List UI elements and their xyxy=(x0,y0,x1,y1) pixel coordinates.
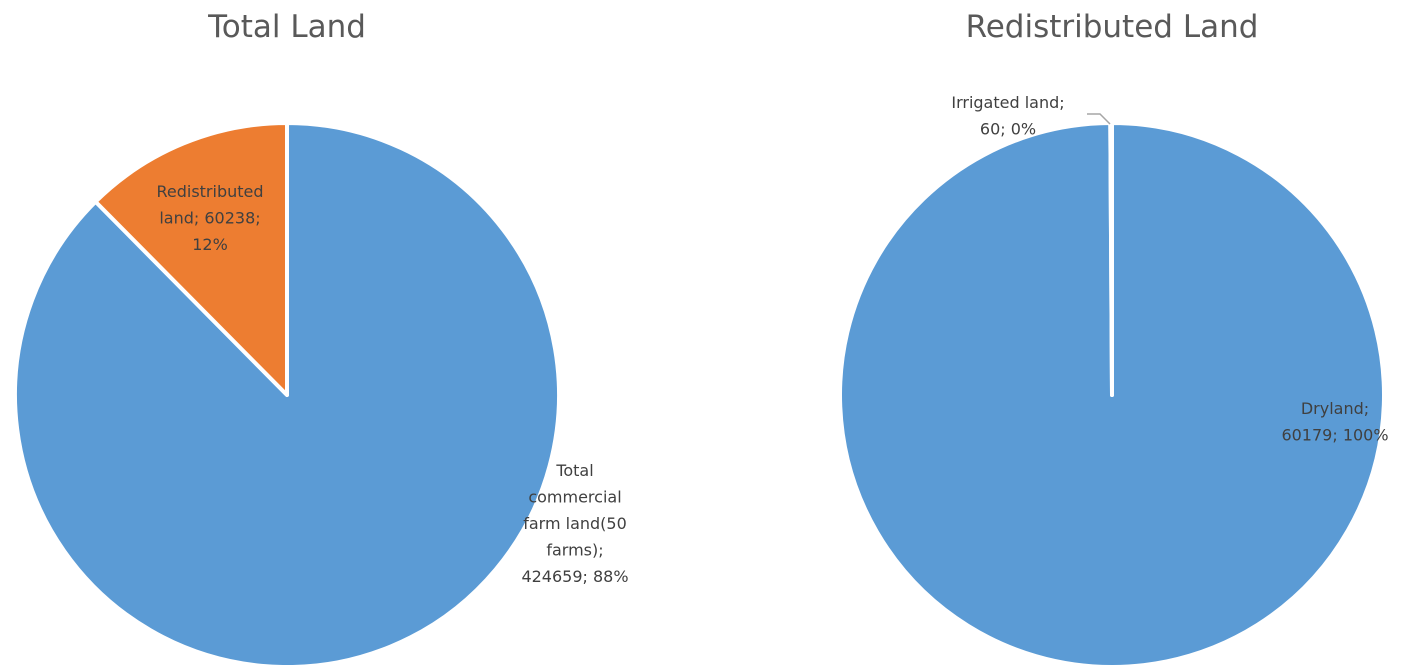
data-label-total-commercial-farm-land-50-farms: Total commercial farm land(50 farms); 424659… xyxy=(521,461,628,586)
data-label-redistributed-land: Redistributed land; 60238; 12% xyxy=(156,182,263,254)
pie-chart-total-land: Total commercial farm land(50 farms); 424659… xyxy=(13,121,629,665)
data-label-dryland: Dryland; 60179; 100% xyxy=(1281,399,1388,445)
data-label-irrigated-land: Irrigated land; 60; 0% xyxy=(951,93,1064,139)
chart-2-title: Redistributed Land xyxy=(966,9,1259,45)
pie-slice-irrigated-land xyxy=(1108,120,1114,397)
label-leader-line xyxy=(1087,113,1111,125)
pie-slice-redistributed-land xyxy=(93,121,289,397)
chart-1-title: Total Land xyxy=(207,9,366,45)
pie-chart-redistributed-land: Dryland; 60179; 100% Irrigated land; 60; 0% xyxy=(837,93,1389,665)
